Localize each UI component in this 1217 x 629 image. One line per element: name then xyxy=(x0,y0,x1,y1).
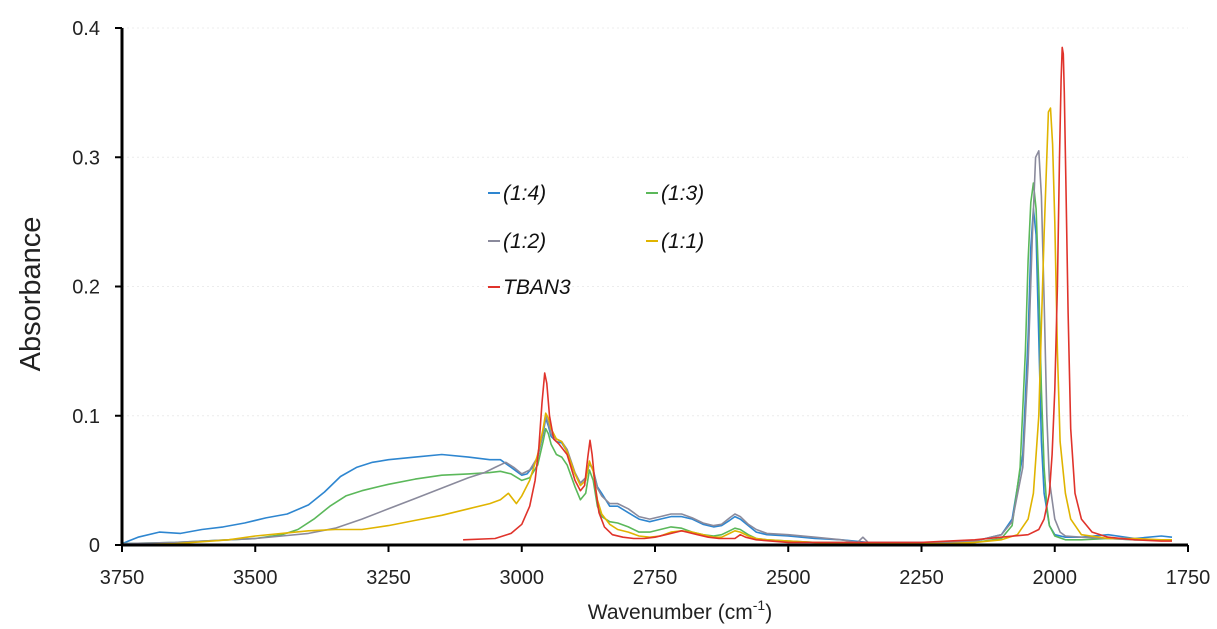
x-ticks: 3750 3500 3250 3000 2750 2500 2250 2000 1750 xyxy=(100,545,1211,589)
y-ticks: 0 0.1 0.2 0.3 0.4 xyxy=(72,18,122,557)
x-tick-label: 3250 xyxy=(366,567,411,589)
x-tick-label: 3500 xyxy=(233,567,278,589)
x-tick-label: 2250 xyxy=(899,567,944,589)
x-tick-label: 3000 xyxy=(500,567,545,589)
y-tick-label: 0.3 xyxy=(72,147,100,169)
x-tick-label: 2500 xyxy=(766,567,811,589)
y-tick-label: 0 xyxy=(89,535,100,557)
legend-label: (1:1) xyxy=(661,230,704,253)
x-tick-label: 2750 xyxy=(633,567,678,589)
series-line xyxy=(121,208,1173,545)
x-tick-label: 2000 xyxy=(1033,567,1078,589)
legend-label: TBAN3 xyxy=(503,276,571,299)
series-line xyxy=(121,107,1172,546)
x-tick-label: 3750 xyxy=(100,567,145,589)
legend: (1:4) (1:3) (1:2) (1:1) TBAN3 xyxy=(488,182,704,299)
series-line xyxy=(121,182,1172,545)
x-axis-title: Wavenumber (cm-1) xyxy=(588,597,772,624)
y-tick-label: 0.1 xyxy=(72,406,100,428)
y-tick-label: 0.4 xyxy=(72,18,100,40)
y-axis-title: Absorbance xyxy=(15,217,47,372)
x-tick-label: 1750 xyxy=(1166,567,1211,589)
legend-label: (1:2) xyxy=(503,230,546,253)
series-line xyxy=(463,46,1172,544)
legend-label: (1:3) xyxy=(661,182,704,205)
series-line xyxy=(121,150,1172,545)
legend-label: (1:4) xyxy=(503,182,546,205)
x-axis-title-main: Wavenumber (cm xyxy=(588,601,753,624)
y-tick-label: 0.2 xyxy=(72,277,100,299)
series-group xyxy=(121,46,1173,546)
x-axis-title-close: ) xyxy=(765,601,772,624)
x-axis-title-superscript: -1 xyxy=(753,597,766,613)
